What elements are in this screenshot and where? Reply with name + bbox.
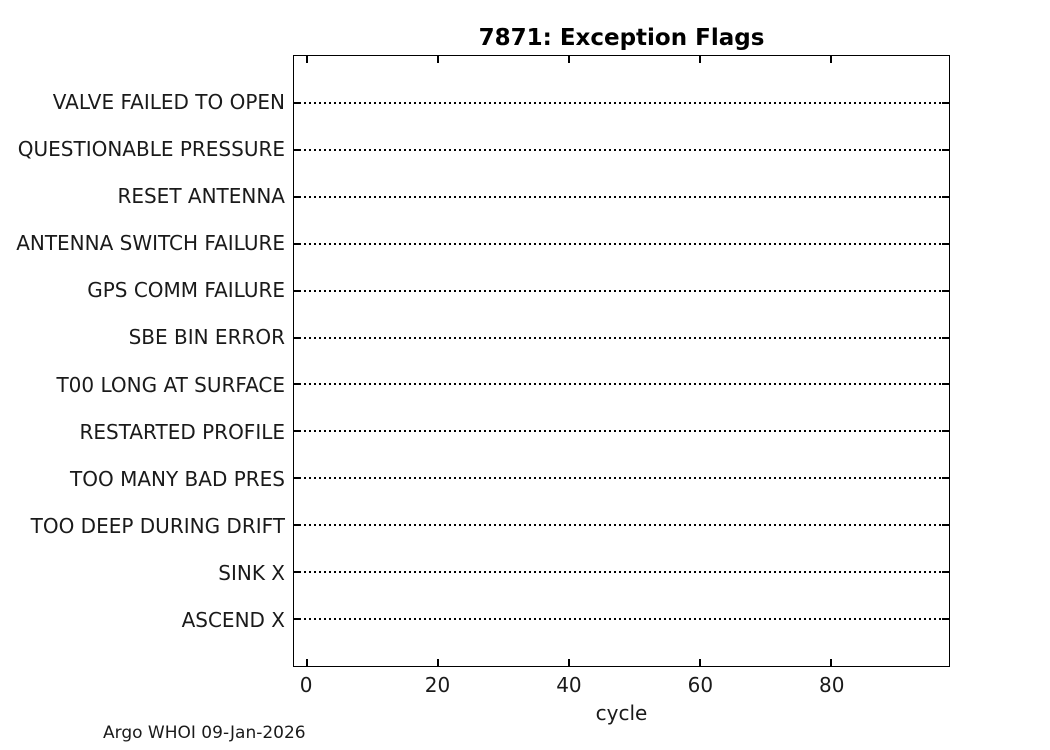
y-axis-tick xyxy=(294,289,301,292)
gridline-dotted xyxy=(294,430,949,433)
y-tick-label: SBE BIN ERROR xyxy=(128,325,285,350)
y-axis-tick xyxy=(294,383,301,386)
y-axis-tick xyxy=(294,336,301,339)
x-axis-title: cycle xyxy=(595,701,648,725)
plot-area xyxy=(293,55,950,667)
gridline-dotted xyxy=(294,383,949,386)
y-axis-tick xyxy=(294,618,301,621)
gridline-dotted xyxy=(294,336,949,339)
y-tick-label: T00 LONG AT SURFACE xyxy=(56,372,285,397)
y-axis-tick xyxy=(294,101,301,104)
y-tick-label: ASCEND X xyxy=(181,607,285,632)
y-axis-tick xyxy=(294,477,301,480)
x-tick-label: 20 xyxy=(424,673,451,697)
y-axis-tick xyxy=(942,336,949,339)
x-axis-tick xyxy=(830,659,833,666)
gridline-dotted xyxy=(294,477,949,480)
x-axis-tick xyxy=(830,56,833,63)
y-axis-tick xyxy=(942,242,949,245)
y-axis-tick xyxy=(294,430,301,433)
x-axis-tick xyxy=(306,659,309,666)
x-axis-tick xyxy=(306,56,309,63)
gridline-dotted xyxy=(294,242,949,245)
y-axis-tick xyxy=(942,148,949,151)
y-axis-tick xyxy=(294,242,301,245)
y-axis-tick xyxy=(942,383,949,386)
y-axis-tick xyxy=(942,477,949,480)
x-axis-tick xyxy=(568,56,571,63)
x-tick-label: 80 xyxy=(819,673,845,697)
y-axis-labels: VALVE FAILED TO OPEN QUESTIONABLE PRESSUR… xyxy=(0,55,285,667)
gridline-dotted xyxy=(294,289,949,292)
y-axis-tick xyxy=(942,101,949,104)
y-tick-label: TOO MANY BAD PRES xyxy=(70,466,285,491)
x-axis-tick xyxy=(437,659,440,666)
y-tick-label: QUESTIONABLE PRESSURE xyxy=(17,137,285,162)
y-tick-label: ANTENNA SWITCH FAILURE xyxy=(16,231,285,256)
chart-title: 7871: Exception Flags xyxy=(478,25,765,51)
gridline-dotted xyxy=(294,148,949,151)
x-axis-tick xyxy=(437,56,440,63)
gridline-dotted xyxy=(294,618,949,621)
y-axis-tick xyxy=(942,195,949,198)
figure-footer: Argo WHOI 09-Jan-2026 xyxy=(103,723,306,743)
gridline-dotted xyxy=(294,195,949,198)
y-tick-label: RESET ANTENNA xyxy=(117,184,285,209)
gridline-dotted xyxy=(294,101,949,104)
y-axis-tick xyxy=(294,195,301,198)
x-tick-label: 0 xyxy=(299,673,313,697)
y-tick-label: SINK X xyxy=(218,560,285,585)
y-tick-label: TOO DEEP DURING DRIFT xyxy=(30,513,285,538)
y-axis-tick xyxy=(942,289,949,292)
y-axis-tick xyxy=(294,571,301,574)
y-axis-tick xyxy=(942,618,949,621)
x-tick-label: 60 xyxy=(687,673,714,697)
x-tick-label: 40 xyxy=(556,673,582,697)
y-axis-tick xyxy=(942,430,949,433)
y-tick-label: VALVE FAILED TO OPEN xyxy=(52,90,285,115)
y-axis-tick xyxy=(942,571,949,574)
y-tick-label: GPS COMM FAILURE xyxy=(87,278,285,303)
y-tick-label: RESTARTED PROFILE xyxy=(79,419,285,444)
y-axis-tick xyxy=(294,148,301,151)
x-axis-tick xyxy=(699,56,702,63)
x-axis-tick xyxy=(568,659,571,666)
gridline-dotted xyxy=(294,571,949,574)
y-axis-tick xyxy=(942,524,949,527)
y-axis-tick xyxy=(294,524,301,527)
gridline-dotted xyxy=(294,524,949,527)
x-axis-tick xyxy=(699,659,702,666)
x-axis-tick-labels: 0 20 40 60 80 xyxy=(293,674,950,698)
